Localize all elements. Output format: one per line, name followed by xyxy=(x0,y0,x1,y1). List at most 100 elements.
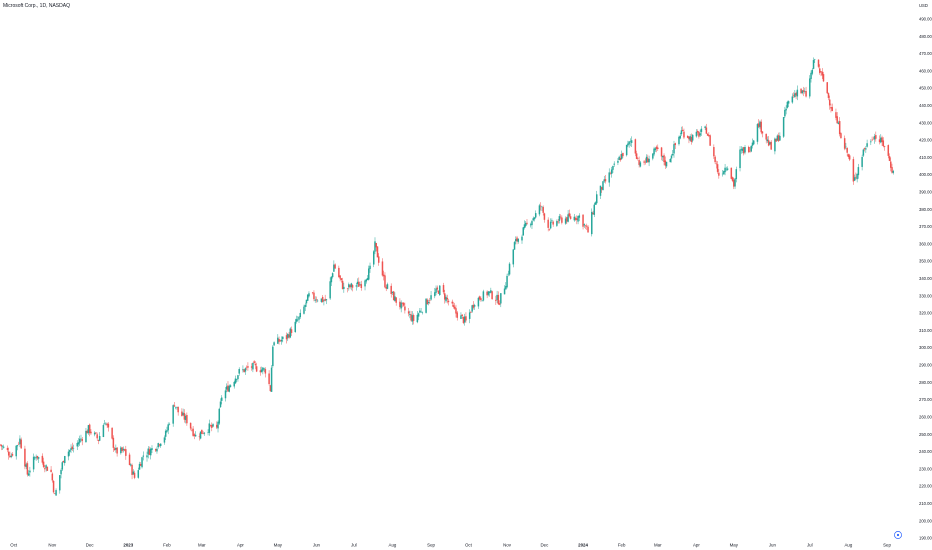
candle xyxy=(263,367,265,373)
candle xyxy=(600,186,603,193)
candle xyxy=(531,219,533,230)
candle xyxy=(496,290,498,303)
candle xyxy=(245,365,248,370)
candle-body xyxy=(359,284,361,286)
candle xyxy=(437,290,440,294)
candle-body xyxy=(391,291,394,293)
candle xyxy=(765,133,767,144)
candle xyxy=(234,375,237,385)
candle-body xyxy=(491,291,493,300)
candle-body xyxy=(587,226,589,233)
candle-body xyxy=(480,298,482,301)
candle-body xyxy=(604,179,607,182)
candle-body xyxy=(524,222,527,227)
candle-body xyxy=(705,127,708,134)
candle xyxy=(202,430,204,435)
candle xyxy=(887,144,890,159)
candle xyxy=(603,175,605,183)
candle-body xyxy=(577,216,579,222)
y-tick-label: 350.00 xyxy=(919,259,932,264)
candle-body xyxy=(529,224,532,226)
candle-body xyxy=(662,156,664,158)
candle xyxy=(533,216,536,222)
candle xyxy=(708,132,710,138)
candle xyxy=(260,366,263,373)
candle-body xyxy=(532,218,534,221)
candle-body xyxy=(506,275,508,288)
candle-body xyxy=(539,205,542,207)
candle xyxy=(566,216,568,225)
candle xyxy=(24,445,26,470)
candle xyxy=(512,249,515,268)
candle-body xyxy=(225,386,228,390)
candle-body xyxy=(542,207,544,213)
candle-body xyxy=(870,141,872,143)
candle xyxy=(80,434,82,443)
axis-settings-button[interactable] xyxy=(894,531,902,539)
candle xyxy=(635,150,638,160)
candle-body xyxy=(586,225,588,227)
candle-body xyxy=(331,273,334,278)
candle-body xyxy=(881,137,883,142)
candle-body xyxy=(228,386,230,392)
candle xyxy=(270,365,273,392)
price-axis[interactable]: 490.00 480.00 470.00 460.00 450.00 440.00 430.… xyxy=(919,16,932,540)
candle xyxy=(298,316,300,324)
candle xyxy=(253,360,255,364)
candle xyxy=(338,265,340,278)
candle-body xyxy=(360,284,363,288)
candle xyxy=(121,446,123,453)
candle xyxy=(351,283,354,292)
candle xyxy=(477,296,480,309)
y-tick-label: 460.00 xyxy=(919,68,932,73)
candle xyxy=(97,439,100,445)
candle-body xyxy=(505,286,507,290)
candle-body xyxy=(26,463,29,475)
candle-body xyxy=(36,455,39,459)
candle xyxy=(665,161,668,169)
candle-body xyxy=(268,373,270,385)
settings-circle-icon[interactable] xyxy=(894,531,902,539)
time-axis[interactable]: Oct Nov Dec 2023 Feb Mar Apr May Jun Jul Aug Sep Oct… xyxy=(10,543,891,548)
candle-body xyxy=(488,291,491,293)
candle-body xyxy=(186,414,188,424)
y-tick-label: 340.00 xyxy=(919,276,932,281)
candle-body xyxy=(209,425,212,426)
candle-body xyxy=(875,135,877,139)
candle-body xyxy=(77,442,80,445)
candle xyxy=(549,218,552,230)
candle-body xyxy=(314,299,316,301)
candle-body xyxy=(609,173,612,175)
candle xyxy=(50,466,52,473)
candle-body xyxy=(183,413,186,420)
candle xyxy=(55,488,57,496)
candle xyxy=(637,157,639,161)
y-tick-label: 330.00 xyxy=(919,293,932,298)
candle xyxy=(140,461,142,466)
candle-body xyxy=(112,437,115,448)
candle xyxy=(289,327,292,339)
candle xyxy=(159,443,162,448)
candle xyxy=(463,313,466,326)
candle xyxy=(90,429,92,436)
candle-body xyxy=(373,251,375,265)
candle-body xyxy=(635,153,638,159)
candle-body xyxy=(32,456,35,470)
candle xyxy=(831,103,833,112)
candle-body xyxy=(321,296,324,302)
candle xyxy=(542,205,544,216)
candle-body xyxy=(105,423,107,425)
candle xyxy=(820,71,822,77)
candle-body xyxy=(743,147,745,154)
y-tick-label: 390.00 xyxy=(919,190,932,195)
candle-body xyxy=(399,301,401,308)
candle xyxy=(32,453,35,473)
candle-body xyxy=(873,136,876,140)
candle xyxy=(734,178,736,190)
candle xyxy=(522,226,524,236)
candle xyxy=(643,159,645,166)
candle-body xyxy=(882,140,885,147)
candle-body xyxy=(244,368,247,372)
candle xyxy=(792,92,795,98)
